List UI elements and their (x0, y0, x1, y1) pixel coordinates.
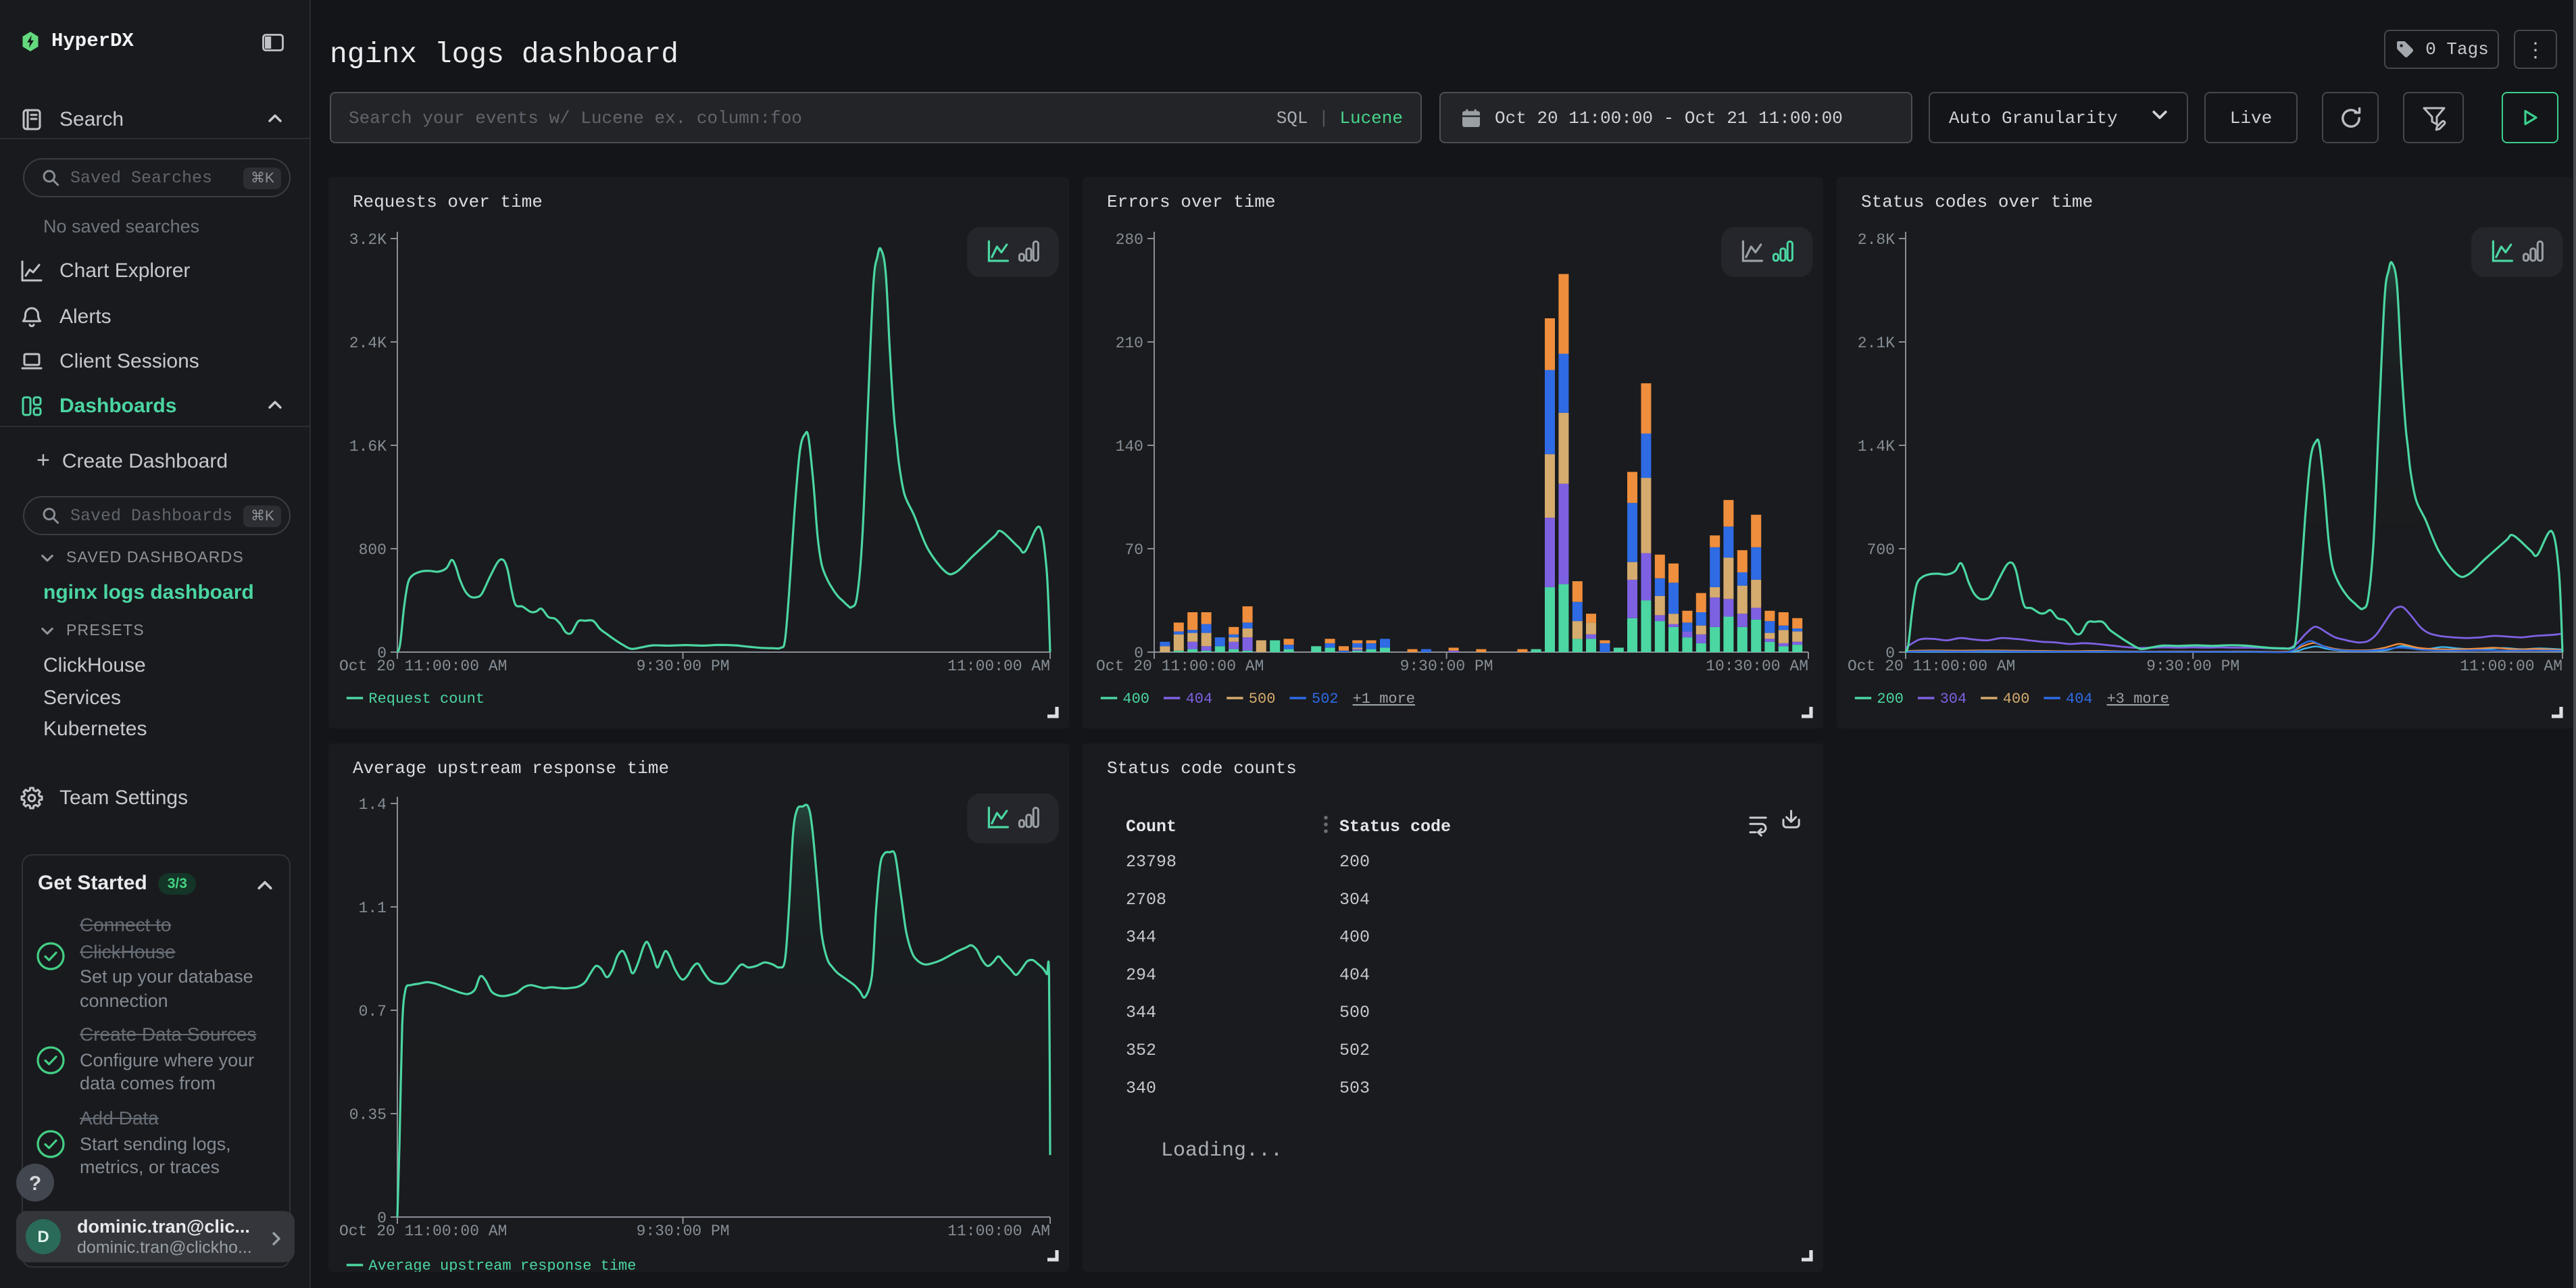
svg-text:Oct 20 11:00:00 AM: Oct 20 11:00:00 AM (1848, 658, 2015, 675)
svg-text:400: 400 (1122, 691, 1149, 708)
svg-text:9:30:00 PM: 9:30:00 PM (1400, 658, 1493, 675)
svg-text:0: 0 (1134, 645, 1143, 662)
svg-text:9:30:00 PM: 9:30:00 PM (637, 1222, 730, 1240)
svg-text:800: 800 (359, 541, 387, 559)
svg-text:2.1K: 2.1K (1858, 335, 1895, 352)
svg-text:10:30:00 AM: 10:30:00 AM (1706, 658, 1808, 675)
svg-text:0: 0 (1885, 645, 1895, 662)
svg-text:+1 more: +1 more (1353, 691, 1415, 708)
svg-text:404: 404 (2066, 691, 2093, 708)
svg-text:9:30:00 PM: 9:30:00 PM (2146, 658, 2239, 675)
svg-text:0.35: 0.35 (349, 1106, 387, 1124)
svg-text:Oct 20 11:00:00 AM: Oct 20 11:00:00 AM (1096, 658, 1264, 675)
svg-text:Request count: Request count (368, 691, 485, 708)
svg-text:700: 700 (1867, 541, 1895, 559)
svg-text:200: 200 (1339, 852, 1370, 872)
svg-text:23798: 23798 (1126, 852, 1176, 872)
svg-text:502: 502 (1339, 1041, 1370, 1060)
svg-text:11:00:00 AM: 11:00:00 AM (947, 1222, 1050, 1240)
svg-text:344: 344 (1126, 1003, 1156, 1022)
svg-text:404: 404 (1186, 691, 1213, 708)
svg-text:2.8K: 2.8K (1858, 231, 1895, 249)
svg-text:3.2K: 3.2K (349, 231, 387, 249)
svg-text:1.1: 1.1 (359, 899, 387, 917)
svg-text:400: 400 (2003, 691, 2030, 708)
svg-text:404: 404 (1339, 965, 1370, 985)
svg-text:304: 304 (1940, 691, 1967, 708)
svg-text:344: 344 (1126, 928, 1156, 947)
svg-text:0: 0 (377, 645, 387, 662)
svg-text:Count: Count (1126, 817, 1176, 837)
svg-text:140: 140 (1116, 438, 1143, 455)
svg-text:Status code: Status code (1339, 817, 1451, 837)
svg-text:280: 280 (1116, 231, 1143, 249)
svg-text:0.7: 0.7 (359, 1003, 387, 1020)
svg-text:400: 400 (1339, 928, 1370, 947)
svg-text:294: 294 (1126, 965, 1156, 985)
svg-text:1.4K: 1.4K (1858, 438, 1895, 455)
svg-text:+3 more: +3 more (2107, 691, 2169, 708)
svg-text:503: 503 (1339, 1079, 1370, 1098)
svg-text:1.6K: 1.6K (349, 438, 387, 455)
svg-text:2708: 2708 (1126, 890, 1166, 910)
svg-text:500: 500 (1339, 1003, 1370, 1022)
svg-text:9:30:00 PM: 9:30:00 PM (637, 658, 730, 675)
svg-text:Oct 20 11:00:00 AM: Oct 20 11:00:00 AM (339, 658, 507, 675)
svg-text:200: 200 (1877, 691, 1904, 708)
svg-text:1.4: 1.4 (359, 796, 387, 814)
svg-text:352: 352 (1126, 1041, 1156, 1060)
svg-text:Average upstream response time: Average upstream response time (368, 1258, 636, 1272)
svg-text:500: 500 (1249, 691, 1276, 708)
svg-text:502: 502 (1312, 691, 1339, 708)
svg-text:0: 0 (377, 1210, 387, 1227)
svg-text:?: ? (29, 1172, 41, 1195)
svg-text:340: 340 (1126, 1079, 1156, 1098)
svg-text:2.4K: 2.4K (349, 335, 387, 352)
svg-text:11:00:00 AM: 11:00:00 AM (947, 658, 1050, 675)
svg-text:Loading...: Loading... (1161, 1139, 1283, 1162)
svg-text:11:00:00 AM: 11:00:00 AM (2460, 658, 2562, 675)
svg-text:70: 70 (1124, 541, 1143, 559)
svg-text:304: 304 (1339, 890, 1370, 910)
svg-text:Oct 20 11:00:00 AM: Oct 20 11:00:00 AM (339, 1222, 507, 1240)
svg-text:210: 210 (1116, 335, 1143, 352)
